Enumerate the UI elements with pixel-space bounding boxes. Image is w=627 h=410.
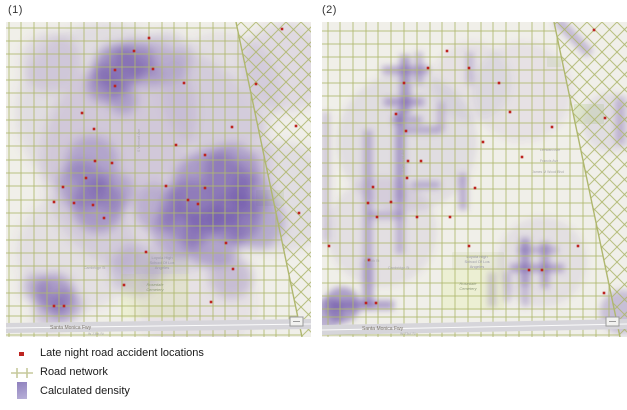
svg-text:Cemetery: Cemetery xyxy=(459,286,477,291)
road-network-grid xyxy=(6,22,302,337)
svg-text:Loyola High: Loyola High xyxy=(151,255,172,260)
accident-dots xyxy=(327,28,607,305)
svg-text:James M Wood Blvd: James M Wood Blvd xyxy=(532,170,564,174)
svg-text:Leeward Ave: Leeward Ave xyxy=(540,148,560,152)
svg-text:School Of Los: School Of Los xyxy=(149,260,174,265)
svg-text:Angeles: Angeles xyxy=(470,264,484,269)
svg-text:S Vermont Ave: S Vermont Ave xyxy=(137,129,141,152)
legend-item-density: Calculated density xyxy=(0,382,320,404)
legend: Late night road accident locations Road … xyxy=(0,344,320,408)
density-gradient-swatch-icon xyxy=(17,382,27,399)
svg-text:S Vermont Ave: S Vermont Ave xyxy=(401,149,405,172)
panel-2-label: (2) xyxy=(322,4,337,16)
basemap-credit-icon xyxy=(289,316,304,327)
svg-text:Francis Ave: Francis Ave xyxy=(540,159,558,163)
svg-text:Loyola High: Loyola High xyxy=(466,254,487,259)
basemap-credit-icon xyxy=(605,316,620,327)
road-network-icon xyxy=(10,366,34,380)
svg-text:Angeles: Angeles xyxy=(155,265,169,270)
legend-label-accidents: Late night road accident locations xyxy=(40,347,204,359)
svg-text:Santa Monica Fwy: Santa Monica Fwy xyxy=(362,326,404,332)
panel-1-label: (1) xyxy=(8,4,23,16)
legend-item-accidents: Late night road accident locations xyxy=(0,347,320,365)
svg-text:Cambridge St: Cambridge St xyxy=(84,266,105,270)
map-planar-density: Loyola High School Of Los Angeles Rosedale C… xyxy=(6,22,311,337)
legend-label-road-network: Road network xyxy=(40,366,108,378)
svg-text:W 23rd St: W 23rd St xyxy=(400,332,416,336)
svg-text:W 15th St: W 15th St xyxy=(364,259,379,263)
svg-text:School Of Los: School Of Los xyxy=(464,259,489,264)
svg-text:Rosedale: Rosedale xyxy=(460,281,478,286)
svg-text:Cambridge St: Cambridge St xyxy=(388,266,409,270)
svg-text:W 23rd St: W 23rd St xyxy=(88,332,104,336)
accident-dots xyxy=(52,27,301,308)
svg-text:Rosedale: Rosedale xyxy=(147,282,165,287)
svg-text:Santa Monica Fwy: Santa Monica Fwy xyxy=(50,325,92,331)
accident-point-icon xyxy=(19,352,24,356)
map-network-density: Loyola High School Of Los Angeles Rosedale C… xyxy=(322,22,627,337)
legend-item-road-network: Road network xyxy=(0,366,320,384)
svg-text:Cemetery: Cemetery xyxy=(146,287,164,292)
legend-label-density: Calculated density xyxy=(40,385,130,397)
